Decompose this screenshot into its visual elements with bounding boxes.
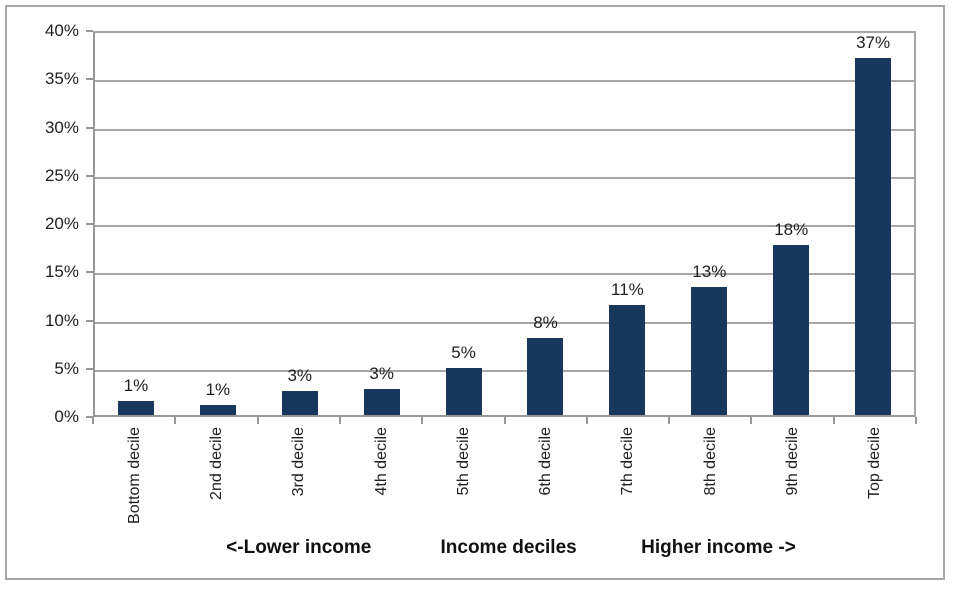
category-label-slot: 6th decile: [504, 427, 586, 532]
category-label-slot: 8th decile: [669, 427, 751, 532]
y-axis-tick: [86, 223, 93, 225]
bar-slot: 37%: [832, 33, 914, 415]
category-label: 8th decile: [701, 427, 719, 496]
x-axis-tick: [421, 417, 424, 424]
bar: [363, 389, 400, 415]
x-axis-tick: [585, 417, 588, 424]
bar-value-label: 3%: [369, 364, 394, 383]
y-axis-tick: [86, 30, 93, 32]
x-axis-category-labels: Bottom decile 2nd decile 3rd decile 4th dec…: [93, 427, 916, 532]
category-label: 6th decile: [537, 427, 555, 496]
y-axis-tick-label: 35%: [44, 69, 79, 89]
bar-value-label: 18%: [774, 220, 809, 239]
y-axis-tick: [86, 174, 93, 177]
category-label: Bottom decile: [125, 427, 143, 524]
bar-value-label: 8%: [533, 313, 558, 332]
y-axis-tick-label: 20%: [44, 214, 79, 233]
x-axis-tick: [92, 417, 94, 424]
y-axis-tick: [86, 271, 93, 274]
bar-slot: 1%: [177, 33, 259, 415]
bar-slot: 1%: [95, 33, 177, 415]
category-label-slot: 3rd decile: [258, 427, 340, 532]
gridline: [95, 369, 914, 372]
plot-area: 1% 1% 3% 3% 5% 8% 11% 13% 18% 37%: [93, 31, 916, 417]
category-label-slot: 5th decile: [422, 427, 504, 532]
category-label: 5th decile: [454, 427, 472, 496]
y-axis-tick: [86, 416, 93, 418]
y-axis-labels: 40% 35% 30% 25% 20% 15% 10% 5% 0%: [0, 21, 93, 426]
y-axis-tick-label: 5%: [54, 358, 79, 378]
y-axis-tick-label: 25%: [44, 165, 79, 185]
bar-value-label: 3%: [287, 366, 313, 385]
bar-value-label: 1%: [205, 380, 231, 399]
bar-value-label: 5%: [451, 343, 476, 362]
x-axis-ticks: [92, 417, 917, 425]
bar: [445, 368, 482, 415]
bar-slot: 11%: [586, 33, 668, 415]
bar-slot: 13%: [668, 33, 750, 415]
bar: [691, 287, 728, 415]
bar: [199, 405, 236, 415]
gridline: [95, 273, 914, 276]
bar: [609, 305, 646, 415]
category-label: Top decile: [866, 427, 884, 500]
annotation-lower-income: <-Lower income: [226, 537, 372, 558]
bar-slot: 3%: [341, 33, 423, 415]
bar-value-label: 13%: [692, 262, 727, 281]
category-label-slot: Top decile: [834, 427, 916, 532]
category-label-slot: 9th decile: [751, 427, 833, 532]
x-axis-tick: [668, 417, 671, 424]
category-label: 7th decile: [619, 427, 637, 496]
y-axis-tick: [86, 78, 93, 81]
gridline: [95, 176, 914, 179]
x-axis-annotations: <-Lower income Income deciles Higher inc…: [93, 537, 916, 563]
category-label: 2nd decile: [207, 427, 225, 500]
x-axis-tick: [338, 417, 341, 424]
gridlines: [95, 33, 914, 415]
category-label: 9th decile: [784, 427, 802, 496]
gridline: [95, 321, 914, 324]
y-axis-tick: [86, 367, 93, 370]
y-axis-tick-label: 0%: [54, 407, 79, 426]
bar-slot: 3%: [259, 33, 341, 415]
bar: [527, 338, 564, 415]
bars-container: 1% 1% 3% 3% 5% 8% 11% 13% 18% 37%: [95, 33, 914, 415]
bar-slot: 18%: [750, 33, 832, 415]
axis-title-income-deciles: Income deciles: [440, 537, 577, 558]
x-axis-tick: [750, 417, 753, 424]
category-label: 4th decile: [372, 427, 390, 496]
y-axis-tick-label: 15%: [44, 262, 79, 282]
x-axis-tick: [256, 417, 259, 424]
x-axis-tick: [915, 417, 917, 424]
y-axis-tick-label: 30%: [44, 117, 79, 137]
bar-value-label: 11%: [611, 280, 644, 299]
bar: [117, 401, 154, 415]
gridline: [95, 128, 914, 131]
bar: [855, 58, 892, 415]
y-axis-tick: [86, 126, 93, 129]
category-label: 3rd decile: [290, 427, 308, 497]
annotation-higher-income: Higher income ->: [641, 537, 796, 558]
y-axis-tick-label: 40%: [44, 21, 79, 40]
y-axis-tick-label: 10%: [44, 310, 79, 330]
category-label-slot: 4th decile: [340, 427, 422, 532]
category-label-slot: 2nd decile: [175, 427, 257, 532]
y-axis-tick: [86, 319, 93, 322]
category-label-slot: Bottom decile: [93, 427, 175, 532]
x-axis-tick: [503, 417, 506, 424]
bar: [281, 391, 318, 415]
x-axis-tick: [832, 417, 835, 424]
bar-value-label: 1%: [123, 376, 149, 395]
category-label-slot: 7th decile: [587, 427, 669, 532]
gridline: [95, 80, 914, 83]
bar: [773, 245, 810, 415]
bar-slot: 5%: [423, 33, 505, 415]
gridline: [95, 225, 914, 227]
bar-value-label: 37%: [856, 33, 891, 52]
bar-slot: 8%: [505, 33, 587, 415]
x-axis-tick: [174, 417, 177, 424]
